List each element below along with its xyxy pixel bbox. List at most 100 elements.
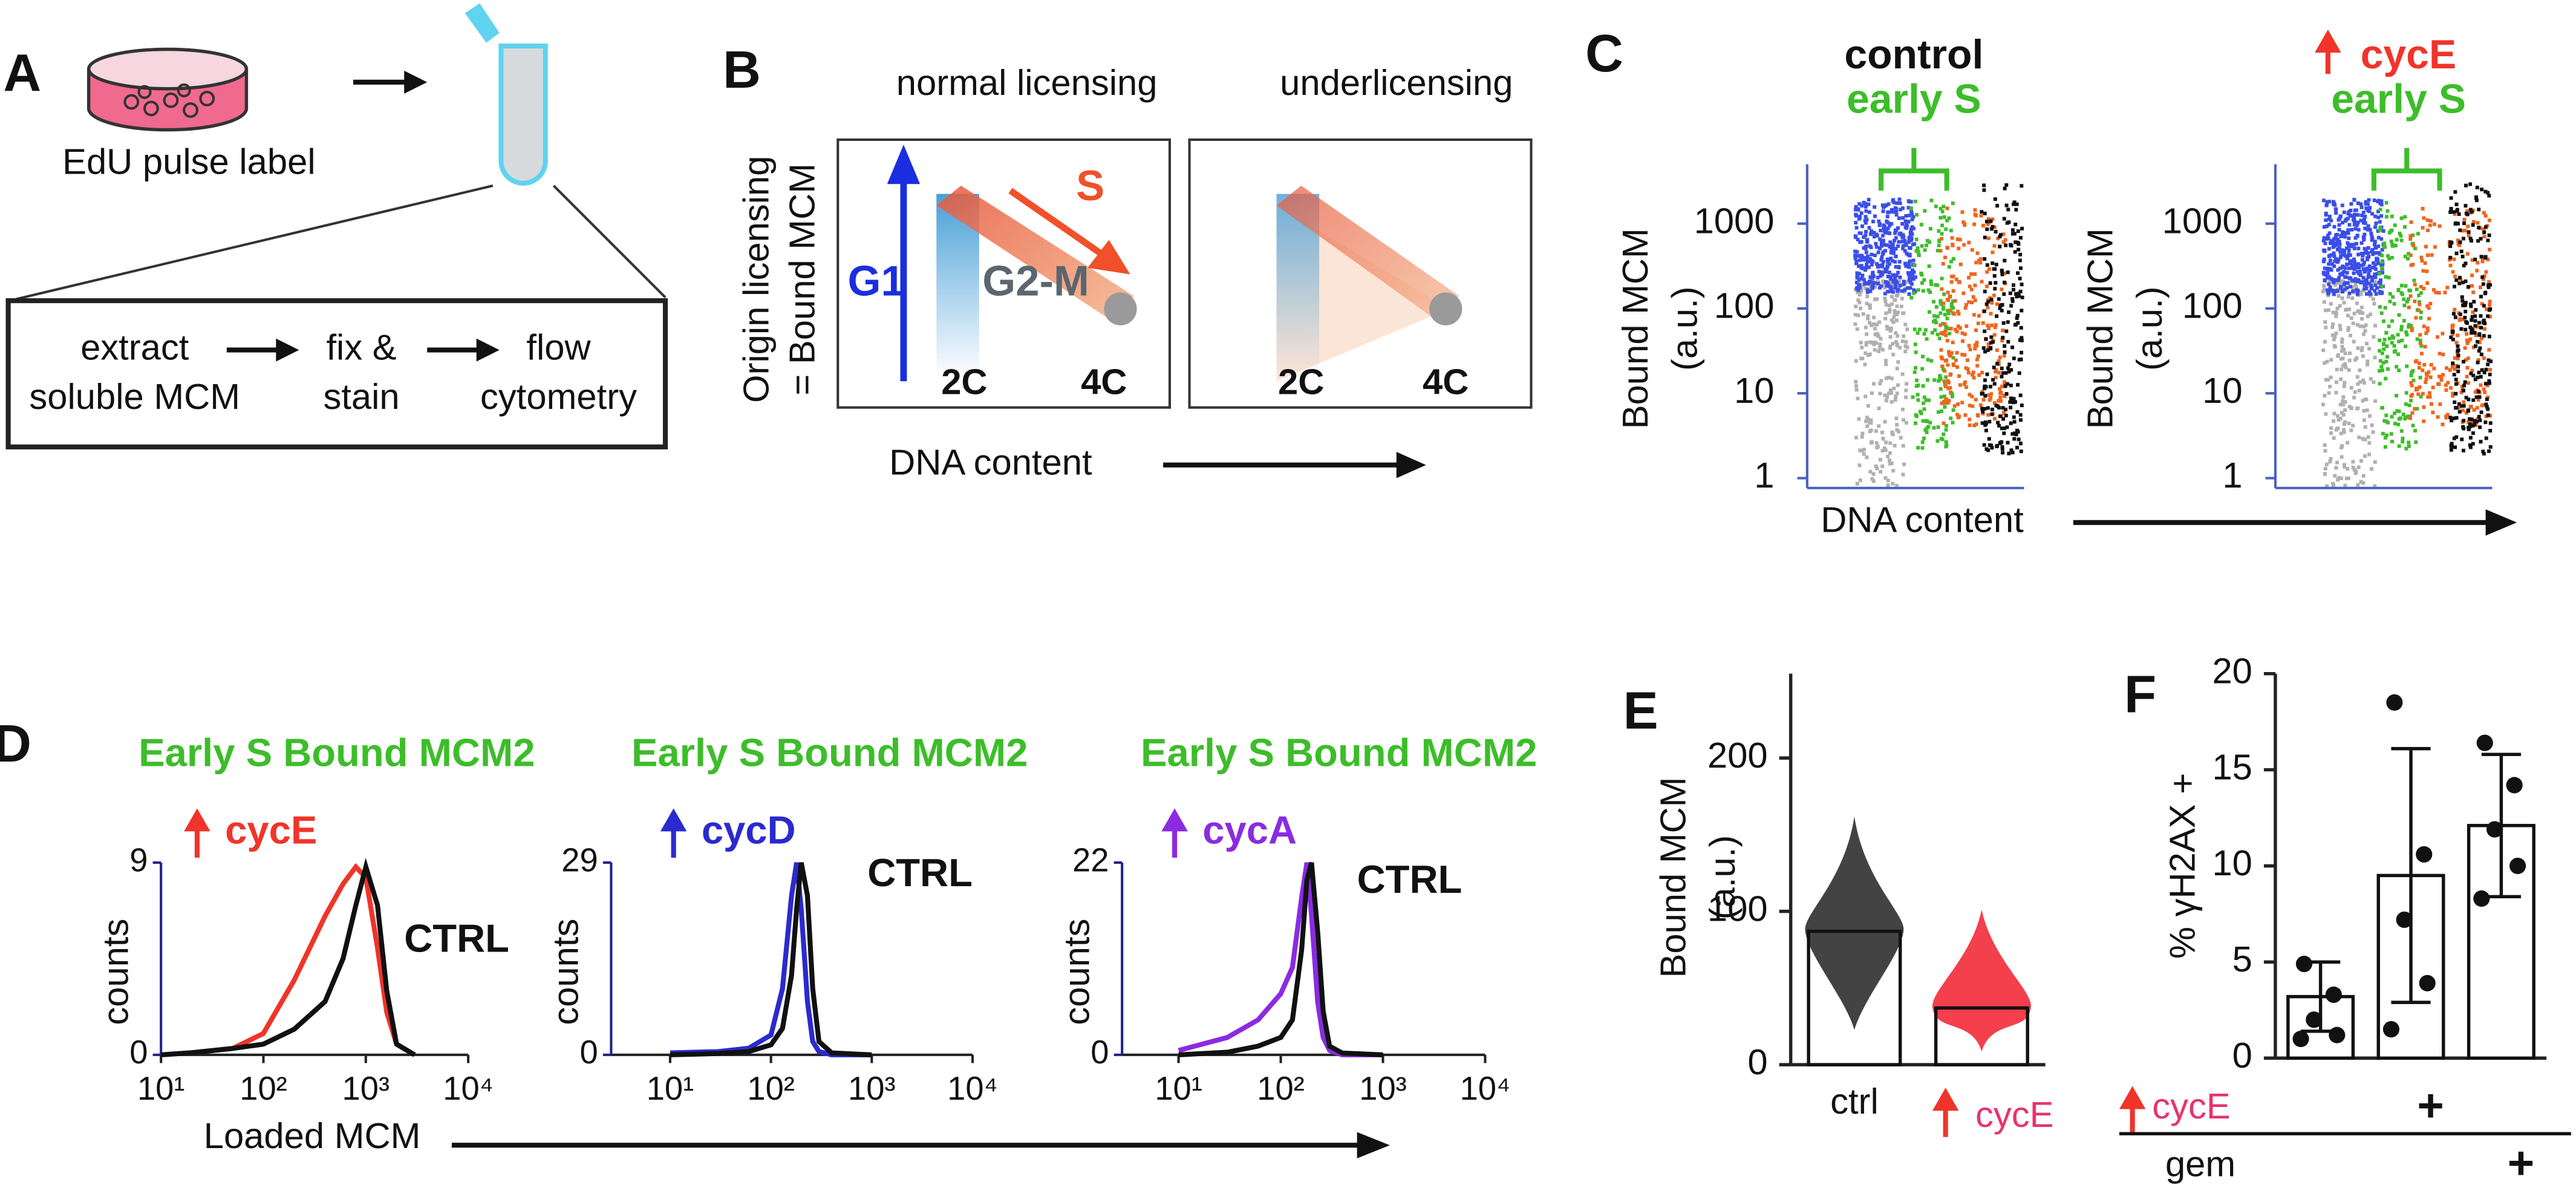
scatter-dot (1865, 259, 1870, 263)
scatter-dot (2353, 227, 2358, 231)
scatter-dot (1964, 366, 1968, 370)
scatter-dot (2001, 451, 2005, 455)
scatter-dot (1925, 426, 1929, 430)
scatter-dot (1971, 370, 1975, 374)
scatter-dot (1896, 292, 1900, 296)
scatter-dot (1873, 340, 1877, 344)
scatter-dot (2385, 433, 2389, 437)
scatter-dot (2397, 368, 2401, 373)
scatter-dot (2457, 410, 2462, 414)
scatter-dot (1974, 422, 1978, 426)
scatter-dot (2379, 237, 2384, 241)
scatter-dot (1955, 330, 1959, 334)
scatter-dot (2380, 351, 2384, 356)
scatter-dot (1977, 314, 1981, 318)
scatter-dot (2378, 272, 2382, 276)
scatter-dot (2397, 313, 2401, 317)
scatter-dot (2405, 333, 2409, 337)
scatter-dot (1998, 235, 2002, 239)
scatter-dot (2453, 274, 2457, 278)
scatter-dot (1904, 214, 1908, 218)
scatter-dot (2338, 250, 2343, 254)
scatter-dot (1858, 258, 1862, 263)
scatter-dot (2454, 251, 2459, 255)
scatter-dot (1991, 261, 1995, 266)
scatter-dot (1873, 297, 1877, 301)
scatter-dot (2402, 303, 2407, 307)
scatter-dot (2370, 237, 2375, 241)
scatter-dot (2451, 210, 2456, 214)
scatter-dot (2323, 278, 2327, 282)
scatter-dot (1961, 339, 1965, 343)
scatter-dot (2416, 308, 2421, 313)
scatter-dot (1888, 231, 1892, 235)
scatter-dot (2373, 263, 2378, 267)
scatter-dot (1985, 263, 1989, 267)
scatter-dot (1891, 342, 1895, 346)
scatter-dot (1989, 392, 1994, 396)
scatter-dot (1864, 256, 1868, 260)
scatter-dot (2360, 258, 2364, 262)
scatter-dot (1939, 249, 1943, 253)
scatter-dot (2006, 207, 2010, 212)
scatter-dot (2460, 295, 2464, 299)
scatter-dot (1885, 215, 1890, 219)
scatter-dot (2334, 314, 2338, 318)
scatter-dot (2418, 333, 2422, 337)
box-title: normal licensing (896, 62, 1158, 103)
scatter-dot (1874, 262, 1879, 266)
scatter-dot (2330, 278, 2335, 282)
scatter-dot (2327, 253, 2332, 258)
scatter-dot (2454, 391, 2458, 396)
scatter-dot (1946, 350, 1951, 354)
scatter-dot (1898, 345, 1902, 350)
scatter-dot (1946, 363, 1950, 367)
scatter-dot (2323, 466, 2327, 471)
scatter-dot (1872, 382, 1876, 386)
scatter-dot (1949, 372, 1953, 376)
scatter-dot (1885, 203, 1888, 207)
scatter-dot (2470, 318, 2474, 322)
scatter-dot (1853, 322, 1857, 326)
scatter-dot (2462, 263, 2466, 267)
scatter-dot (2017, 292, 2021, 296)
scatter-dot (1977, 258, 1981, 263)
scatter-dot (1939, 311, 1943, 315)
scatter-dot (2352, 267, 2356, 271)
scatter-dot (2340, 345, 2344, 349)
scatter-dot (1991, 340, 1995, 344)
scatter-dot (2376, 244, 2381, 249)
scatter-dot (1995, 204, 2000, 208)
scatter-dot (1982, 443, 1986, 447)
scatter-dot (1983, 211, 1987, 215)
scatter-dot (1945, 358, 1949, 362)
scatter-dot (1939, 355, 1943, 359)
scatter-dot (2459, 390, 2464, 394)
scatter-dot (1888, 388, 1893, 393)
scatter-dot (2399, 429, 2404, 433)
scatter-dot (1859, 341, 1863, 345)
scatter-dot (2358, 270, 2362, 274)
scatter-dot (2376, 229, 2380, 233)
scatter-dot (1896, 244, 1900, 248)
scatter-dot (2003, 186, 2007, 191)
scatter-dot (1868, 275, 1873, 279)
scatter-dot (2386, 254, 2390, 258)
scatter-dot (1888, 346, 1892, 350)
scatter-dot (2386, 367, 2390, 371)
scatter-dot (1986, 413, 1991, 417)
scatter-dot (2468, 302, 2473, 307)
scatter-dot (2413, 359, 2418, 364)
scatter-dot (1940, 287, 1944, 291)
scatter-dot (2383, 245, 2387, 249)
scatter-dot (1988, 281, 1992, 286)
scatter-dot (1900, 339, 1905, 344)
scatter-dot (2352, 262, 2356, 266)
scatter-dot (2456, 333, 2460, 338)
scatter-dot (2476, 239, 2480, 243)
scatter-dot (2458, 240, 2462, 244)
scatter-dot (1904, 280, 1908, 284)
scatter-dot (1899, 207, 1903, 212)
scatter-dot (2467, 339, 2471, 343)
scatter-dot (1864, 230, 1868, 234)
